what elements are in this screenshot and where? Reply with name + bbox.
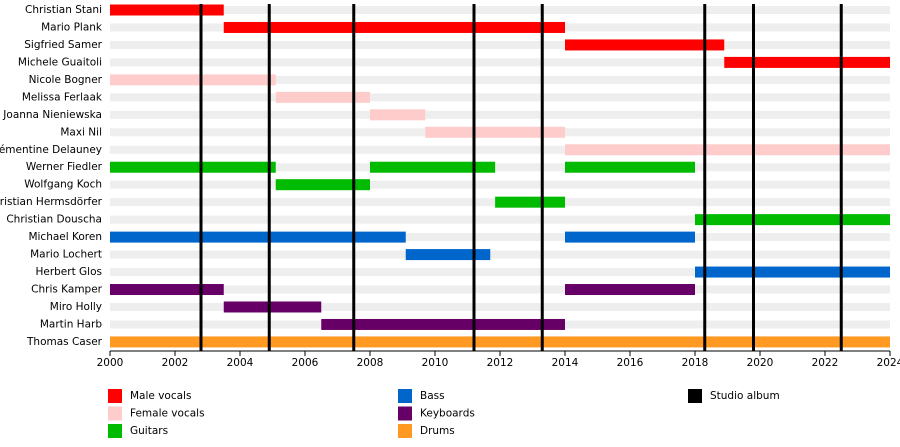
legend-label: Keyboards — [420, 408, 475, 420]
x-tick-label: 2000 — [97, 357, 124, 369]
member-bar — [565, 161, 695, 173]
member-bar — [110, 74, 276, 86]
member-bar — [724, 56, 890, 68]
member-bar — [223, 301, 322, 313]
row-stripe — [110, 285, 890, 294]
member-label: Michael Koren — [28, 231, 102, 243]
x-tick-label: 2010 — [422, 357, 449, 369]
x-tick-label: 2020 — [747, 357, 774, 369]
member-bar — [110, 4, 224, 16]
x-tick-label: 2006 — [292, 357, 319, 369]
legend-label: Drums — [420, 425, 455, 437]
x-tick-label: 2018 — [682, 357, 709, 369]
row-stripe — [110, 58, 890, 67]
member-label: Wolfgang Koch — [24, 179, 102, 191]
member-label: Herbert Glos — [35, 266, 102, 278]
row-stripe — [110, 233, 890, 242]
member-label: Nicole Bogner — [29, 74, 103, 86]
row-stripe — [110, 93, 890, 102]
member-bar — [275, 179, 370, 191]
member-label: Martin Harb — [40, 318, 102, 330]
legend-label: Female vocals — [130, 408, 205, 420]
row-stripe — [110, 302, 890, 311]
row-stripe — [110, 215, 890, 224]
legend-swatch — [108, 424, 122, 438]
row-stripe — [110, 250, 890, 259]
member-label: Chris Kamper — [31, 284, 103, 296]
member-label: Maxi Nil — [60, 126, 102, 138]
member-label: Christian Hermsdörfer — [0, 196, 103, 208]
x-tick-label: 2022 — [812, 357, 839, 369]
member-label: Christian Stani — [25, 4, 102, 16]
member-bar — [565, 39, 725, 51]
row-stripe — [110, 145, 890, 154]
x-tick-label: 2008 — [357, 357, 384, 369]
member-bar — [370, 161, 496, 173]
member-bar — [565, 284, 695, 296]
member-label: Joanna Nieniewska — [2, 109, 102, 121]
row-stripe — [110, 6, 890, 14]
member-label: Mario Plank — [41, 21, 103, 33]
row-stripe — [110, 268, 890, 277]
member-label: Miro Holly — [50, 301, 102, 313]
member-bar — [110, 336, 890, 348]
legend-label: Bass — [420, 390, 445, 402]
member-bar — [110, 284, 224, 296]
member-bar — [695, 266, 890, 278]
legend-swatch — [398, 389, 412, 403]
member-label: Melissa Ferlaak — [22, 91, 103, 103]
member-label: Michele Guaitoli — [18, 56, 102, 68]
x-tick-label: 2014 — [552, 357, 579, 369]
legend-swatch — [398, 424, 412, 438]
x-tick-label: 2012 — [487, 357, 514, 369]
member-bar — [370, 109, 426, 121]
legend-swatch — [688, 389, 702, 403]
member-label: Werner Fiedler — [26, 161, 103, 173]
legend-swatch — [108, 406, 122, 421]
row-stripe — [110, 110, 890, 119]
member-bar — [321, 318, 565, 330]
legend-swatch — [398, 406, 412, 421]
legend-label: Studio album — [710, 390, 780, 402]
x-tick-label: 2016 — [617, 357, 644, 369]
member-bar — [565, 144, 890, 156]
member-bar — [695, 214, 890, 226]
row-stripe — [110, 75, 890, 84]
member-label: Thomas Caser — [26, 336, 103, 348]
member-bar — [110, 231, 406, 243]
legend-label: Male vocals — [130, 390, 191, 402]
member-bar — [275, 91, 370, 103]
member-bar — [405, 249, 491, 261]
member-label: Clémentine Delauney — [0, 144, 102, 156]
member-bar — [223, 21, 565, 33]
row-stripe — [110, 180, 890, 189]
x-tick-label: 2002 — [162, 357, 189, 369]
member-bar — [425, 126, 565, 138]
legend-label: Guitars — [130, 425, 168, 437]
member-label: Christian Douscha — [6, 214, 102, 226]
member-label: Sigfried Samer — [24, 39, 102, 51]
member-bar — [565, 231, 695, 243]
row-stripe — [110, 163, 890, 172]
member-bar — [495, 196, 565, 208]
member-bar — [110, 161, 276, 173]
x-tick-label: 2024 — [877, 357, 900, 369]
row-stripe — [110, 40, 890, 49]
legend-swatch — [108, 389, 122, 403]
member-label: Mario Lochert — [30, 249, 102, 261]
x-tick-label: 2004 — [227, 357, 254, 369]
